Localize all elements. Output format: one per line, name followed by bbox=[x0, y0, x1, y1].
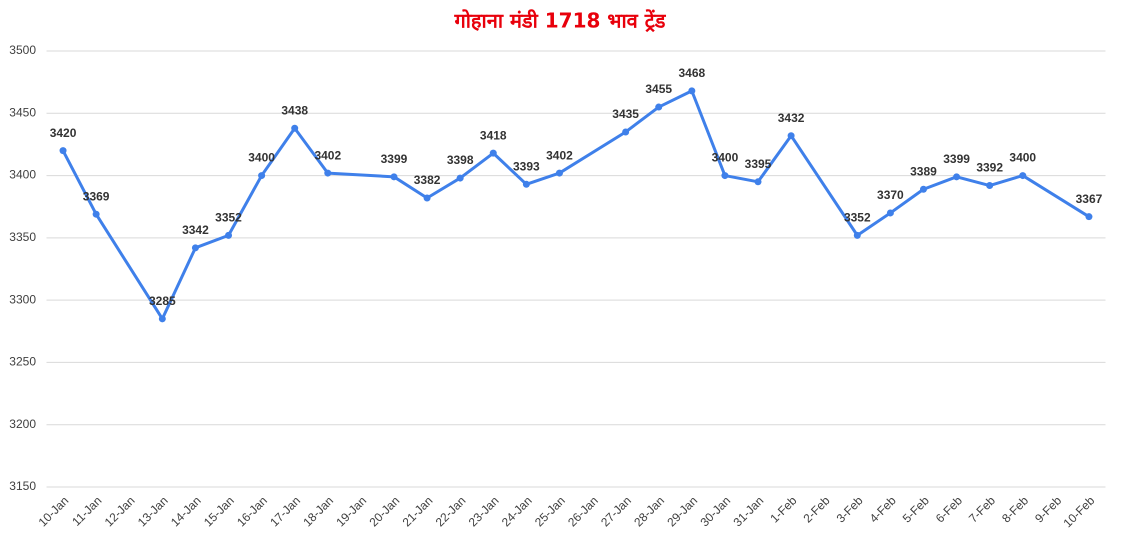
line-segment bbox=[425, 176, 462, 200]
y-tick-label: 3450 bbox=[9, 105, 36, 119]
data-label: 3382 bbox=[414, 173, 441, 187]
line-segment bbox=[94, 212, 164, 321]
data-label: 3393 bbox=[513, 159, 540, 173]
line-segment bbox=[160, 246, 197, 321]
point bbox=[423, 194, 431, 202]
data-label: 3342 bbox=[182, 223, 209, 237]
y-tick-label: 3400 bbox=[9, 168, 36, 182]
point bbox=[787, 132, 795, 140]
point bbox=[191, 244, 199, 252]
y-tick-label: 3300 bbox=[9, 292, 36, 306]
data-label: 3418 bbox=[480, 128, 507, 142]
chart-title: गोहाना मंडी 1718 भाव ट्रेंड bbox=[453, 9, 666, 33]
point bbox=[291, 124, 299, 132]
y-tick-label: 3150 bbox=[9, 479, 36, 493]
point bbox=[655, 103, 663, 111]
data-label: 3432 bbox=[778, 111, 805, 125]
data-label: 3435 bbox=[612, 107, 639, 121]
data-label: 3392 bbox=[976, 161, 1003, 175]
data-label: 3370 bbox=[877, 188, 904, 202]
line-segment bbox=[690, 89, 727, 178]
point bbox=[886, 209, 894, 217]
data-label: 3399 bbox=[381, 152, 408, 166]
line-segment bbox=[624, 105, 661, 134]
point bbox=[522, 180, 530, 188]
line-segment bbox=[1021, 174, 1091, 219]
point bbox=[92, 210, 100, 218]
data-label: 3438 bbox=[281, 103, 308, 117]
data-label: 3389 bbox=[910, 164, 937, 178]
line-segment bbox=[392, 175, 429, 200]
point bbox=[986, 182, 994, 190]
point bbox=[225, 231, 233, 239]
point bbox=[489, 149, 497, 157]
y-tick-label: 3200 bbox=[9, 417, 36, 431]
data-label: 3402 bbox=[314, 148, 341, 162]
point bbox=[721, 172, 729, 180]
line-segment bbox=[491, 151, 528, 186]
data-label: 3369 bbox=[83, 189, 110, 203]
line-segment bbox=[61, 149, 98, 216]
line-segment bbox=[789, 134, 859, 237]
line-segment bbox=[855, 211, 892, 237]
point bbox=[622, 128, 630, 136]
point bbox=[1019, 172, 1027, 180]
point bbox=[258, 172, 266, 180]
y-tick-label: 3250 bbox=[9, 355, 36, 369]
point bbox=[390, 173, 398, 181]
point bbox=[555, 169, 563, 177]
line-segment bbox=[955, 175, 992, 188]
line-segment bbox=[326, 171, 396, 179]
line-segment bbox=[921, 175, 959, 191]
data-label: 3352 bbox=[844, 211, 871, 225]
data-label: 3395 bbox=[745, 157, 772, 171]
data-label: 3400 bbox=[712, 151, 739, 165]
point bbox=[754, 178, 762, 186]
point bbox=[919, 185, 927, 193]
data-label: 3455 bbox=[645, 82, 672, 96]
data-label: 3468 bbox=[678, 66, 705, 80]
data-label: 3402 bbox=[546, 148, 573, 162]
data-label: 3398 bbox=[447, 153, 474, 167]
line-segment bbox=[524, 171, 561, 186]
data-label: 3420 bbox=[50, 126, 77, 140]
y-tick-label: 3350 bbox=[9, 230, 36, 244]
point bbox=[688, 87, 696, 95]
line-segment bbox=[227, 174, 264, 237]
line-segment bbox=[756, 134, 793, 184]
point bbox=[158, 315, 166, 323]
line-segment bbox=[657, 89, 694, 109]
data-label: 3352 bbox=[215, 211, 242, 225]
data-label: 3399 bbox=[943, 152, 970, 166]
line-segment bbox=[988, 174, 1025, 188]
line-segment bbox=[293, 126, 330, 175]
y-tick-label: 3500 bbox=[9, 43, 36, 57]
point bbox=[853, 231, 861, 239]
line-segment bbox=[193, 233, 231, 250]
point bbox=[953, 173, 961, 181]
data-label: 3367 bbox=[1076, 192, 1103, 206]
line-segment bbox=[260, 126, 297, 178]
data-label: 3285 bbox=[149, 294, 176, 308]
data-label: 3400 bbox=[1009, 151, 1036, 165]
point bbox=[1085, 213, 1093, 221]
line-segment bbox=[723, 174, 760, 184]
line-segment bbox=[557, 130, 628, 175]
data-label: 3400 bbox=[248, 151, 275, 165]
line-segment bbox=[888, 187, 925, 215]
point bbox=[324, 169, 332, 177]
line-segment bbox=[458, 151, 495, 180]
point bbox=[59, 147, 67, 155]
point bbox=[456, 174, 464, 182]
